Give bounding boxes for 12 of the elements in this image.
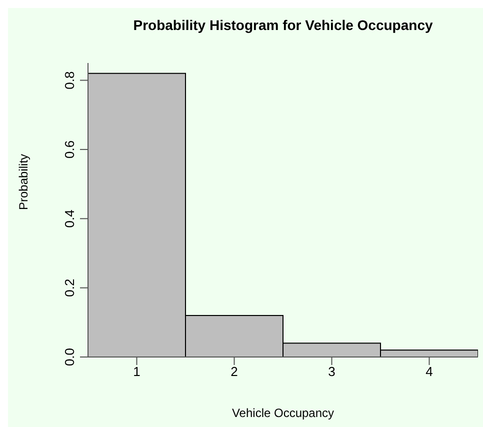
- chart-title: Probability Histogram for Vehicle Occupancy: [133, 17, 433, 33]
- x-tick-label: 2: [230, 364, 238, 380]
- y-tick-label: 0.4: [62, 210, 77, 228]
- y-tick-label: 0.0: [62, 348, 77, 366]
- x-tick-label: 3: [328, 364, 336, 380]
- y-axis-title: Probability: [16, 154, 30, 210]
- x-tick-label: 1: [133, 364, 140, 380]
- y-tick-label: 0.6: [62, 140, 77, 159]
- y-tick-label: 0.8: [62, 71, 77, 90]
- x-axis-title: Vehicle Occupancy: [232, 406, 334, 420]
- x-tick-label: 4: [426, 364, 433, 380]
- y-tick-label: 0.2: [62, 278, 77, 297]
